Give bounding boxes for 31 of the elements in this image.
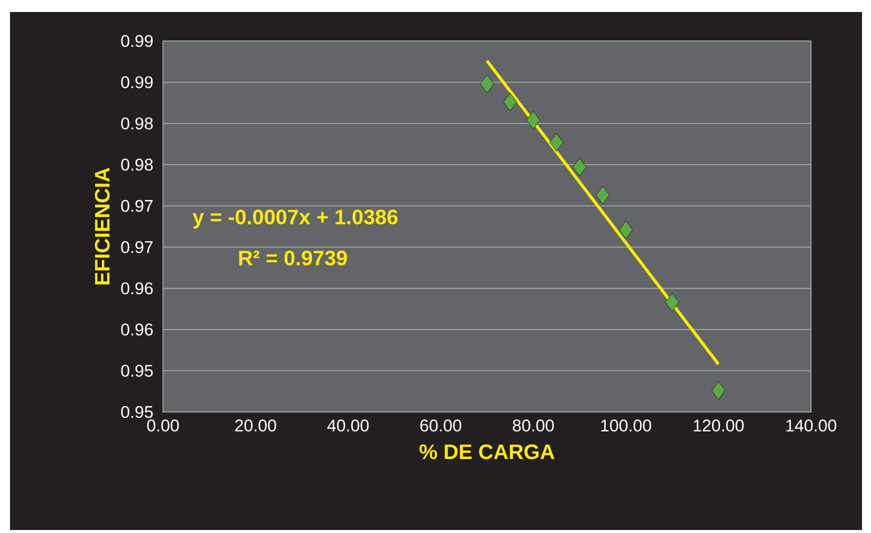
annotation: R² = 0.9739 (239, 250, 347, 266)
y-tick-label: 0.95 (121, 364, 153, 377)
x-tick-label: 120.00 (694, 420, 744, 432)
y-axis-title: EFICIENCIA (94, 168, 110, 284)
y-tick-label: 0.98 (121, 158, 153, 171)
point (526, 110, 540, 130)
y-tick-label: 0.95 (121, 406, 153, 418)
y-tick-label: 0.96 (121, 324, 153, 336)
point (665, 293, 680, 312)
x-axis-title: % DE CARGA (420, 444, 554, 460)
point (572, 158, 587, 176)
annotation: y = -0.0007x + 1.0386 (192, 210, 398, 229)
point (503, 92, 518, 112)
y-tick-label: 0.99 (121, 76, 153, 88)
point (618, 220, 633, 239)
x-tick-label: 100.00 (601, 420, 652, 432)
x-tick-label: 60.00 (420, 420, 462, 432)
x-tick-label: 0.00 (147, 420, 179, 432)
y-tick-label: 0.98 (121, 117, 153, 130)
y-tick-label: 0.97 (121, 200, 153, 212)
point (549, 133, 564, 152)
y-tick-label: 0.97 (121, 241, 153, 254)
x-tick-label: 40.00 (327, 420, 369, 432)
point (480, 74, 494, 94)
point (596, 186, 610, 204)
y-tick-label: 0.96 (121, 282, 153, 294)
x-tick-label: 140.00 (786, 420, 836, 432)
y-tick-label: 0.99 (121, 35, 153, 47)
x-tick-label: 80.00 (512, 420, 554, 432)
x-tick-label: 20.00 (235, 420, 276, 432)
point (711, 381, 726, 400)
